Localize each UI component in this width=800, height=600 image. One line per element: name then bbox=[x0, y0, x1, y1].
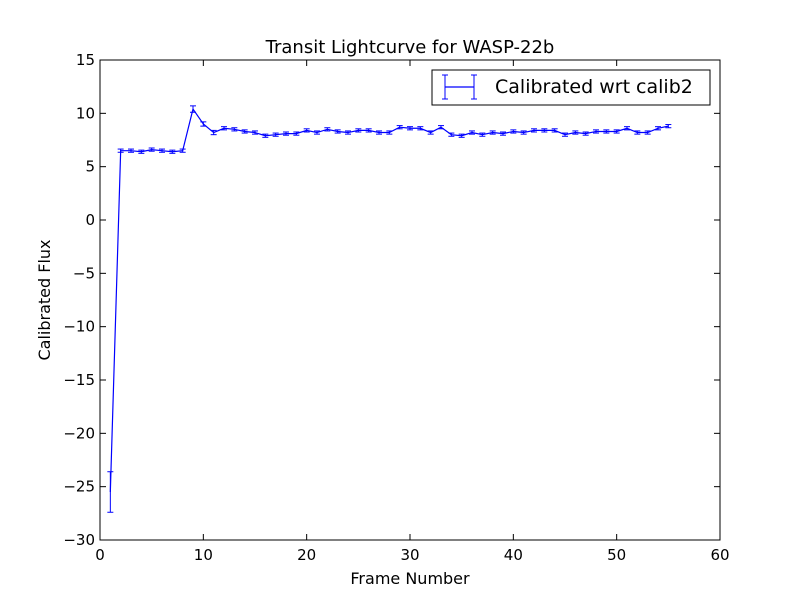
x-tick-label: 60 bbox=[710, 546, 729, 564]
data-point-errorbar bbox=[241, 129, 248, 134]
data-point-errorbar bbox=[324, 127, 331, 132]
data-point-errorbar bbox=[448, 132, 455, 137]
data-point-errorbar bbox=[117, 148, 124, 153]
data-point-errorbar bbox=[159, 148, 165, 153]
data-point-errorbar bbox=[138, 149, 145, 154]
data-point-errorbar bbox=[221, 126, 227, 131]
data-point-errorbar bbox=[231, 127, 238, 132]
data-point-errorbar bbox=[655, 126, 661, 131]
y-tick-label: −30 bbox=[63, 531, 95, 549]
x-tick-label: 0 bbox=[95, 546, 105, 564]
data-point-errorbar bbox=[272, 132, 279, 137]
data-point-errorbar bbox=[644, 130, 651, 135]
data-point-errorbar bbox=[551, 128, 558, 133]
data-point-errorbar bbox=[510, 129, 517, 134]
data-point-errorbar bbox=[458, 133, 465, 138]
legend-box bbox=[431, 69, 711, 106]
y-tick-label: −10 bbox=[63, 318, 95, 336]
data-point-errorbar bbox=[417, 126, 424, 131]
series-group bbox=[107, 105, 672, 513]
data-point-errorbar bbox=[376, 130, 382, 135]
data-point-errorbar bbox=[541, 128, 548, 133]
y-tick-label: 5 bbox=[85, 158, 95, 176]
data-point-errorbar bbox=[438, 125, 444, 130]
data-point-errorbar bbox=[427, 130, 434, 135]
legend-label: Calibrated wrt calib2 bbox=[495, 76, 693, 98]
data-point-errorbar bbox=[582, 131, 589, 136]
x-tick-label: 10 bbox=[194, 546, 213, 564]
data-point-errorbar bbox=[314, 130, 320, 135]
data-point-errorbar bbox=[396, 125, 403, 130]
data-point-errorbar bbox=[593, 129, 599, 134]
y-tick-label: −15 bbox=[63, 371, 95, 389]
x-tick-label: 40 bbox=[504, 546, 523, 564]
data-point-errorbar bbox=[293, 131, 300, 136]
data-point-errorbar bbox=[190, 105, 196, 113]
y-tick-label: 0 bbox=[85, 211, 95, 229]
data-point-errorbar bbox=[624, 126, 630, 131]
data-point-errorbar bbox=[562, 132, 568, 137]
data-point-errorbar bbox=[489, 130, 496, 135]
data-point-errorbar bbox=[386, 130, 393, 135]
data-point-errorbar bbox=[520, 130, 527, 135]
data-point-errorbar bbox=[603, 129, 610, 134]
x-axis-label: Frame Number bbox=[350, 569, 470, 588]
data-point-errorbar bbox=[128, 148, 134, 153]
data-point-errorbar bbox=[634, 130, 641, 135]
x-tick-label: 20 bbox=[297, 546, 316, 564]
data-point-errorbar bbox=[107, 471, 114, 513]
data-point-errorbar bbox=[345, 130, 351, 135]
x-tick-label: 30 bbox=[400, 546, 419, 564]
y-axis: 15 10 5 0 −5 −10 −15 −20 −25 −30 bbox=[63, 51, 720, 549]
data-point-errorbar bbox=[179, 148, 186, 153]
data-point-errorbar bbox=[169, 149, 176, 154]
data-point-errorbar bbox=[283, 131, 289, 136]
data-point-errorbar bbox=[355, 128, 362, 133]
data-point-errorbar bbox=[613, 129, 620, 134]
legend-errorbar-marker bbox=[442, 74, 477, 100]
data-point-errorbar bbox=[665, 124, 672, 129]
y-tick-label: 10 bbox=[76, 104, 95, 122]
data-point-errorbar bbox=[252, 130, 258, 135]
data-point-errorbar bbox=[531, 128, 537, 133]
data-point-errorbar bbox=[365, 128, 372, 133]
data-point-errorbar bbox=[200, 121, 207, 127]
data-point-errorbar bbox=[500, 131, 506, 136]
chart-title: Transit Lightcurve for WASP-22b bbox=[265, 37, 555, 58]
data-point-errorbar bbox=[210, 129, 217, 136]
data-point-errorbar bbox=[303, 128, 310, 133]
x-tick-label: 50 bbox=[607, 546, 626, 564]
y-tick-label: 15 bbox=[76, 51, 95, 69]
data-point-errorbar bbox=[469, 130, 475, 135]
y-axis-label: Calibrated Flux bbox=[35, 239, 54, 360]
data-point-errorbar bbox=[479, 132, 486, 137]
y-tick-label: −20 bbox=[63, 424, 95, 442]
legend: Calibrated wrt calib2 bbox=[431, 69, 711, 106]
y-tick-label: −5 bbox=[73, 264, 95, 282]
x-axis: 0 10 20 30 40 50 60 bbox=[95, 60, 730, 564]
data-point-errorbar bbox=[572, 130, 579, 135]
data-point-errorbar bbox=[334, 129, 341, 134]
data-point-errorbar bbox=[262, 133, 269, 138]
data-point-errorbar bbox=[407, 126, 413, 131]
data-point-errorbar bbox=[148, 147, 155, 152]
y-tick-label: −25 bbox=[63, 478, 95, 496]
